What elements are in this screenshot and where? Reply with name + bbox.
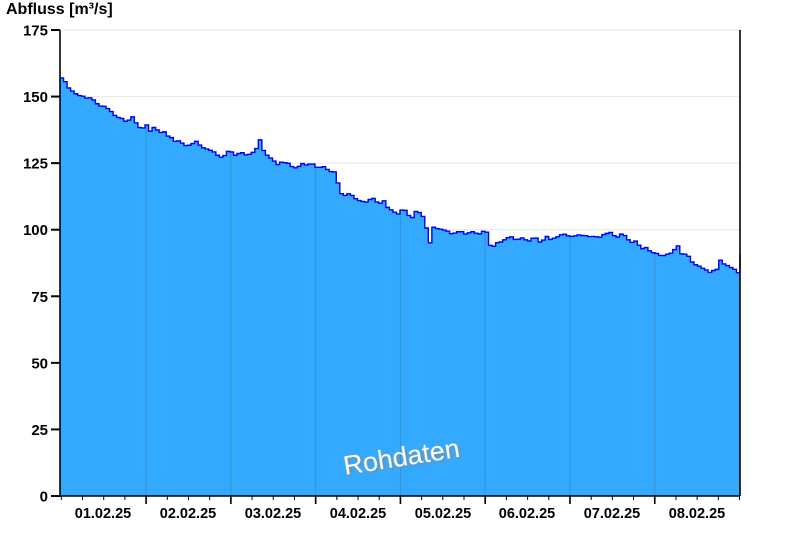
svg-text:175: 175 xyxy=(23,23,48,40)
svg-text:07.02.25: 07.02.25 xyxy=(584,506,640,522)
svg-text:125: 125 xyxy=(23,156,48,173)
svg-text:50: 50 xyxy=(31,355,48,372)
svg-text:75: 75 xyxy=(31,289,48,306)
svg-text:08.02.25: 08.02.25 xyxy=(669,506,725,522)
svg-text:0: 0 xyxy=(40,489,48,506)
svg-text:03.02.25: 03.02.25 xyxy=(245,506,301,522)
svg-text:05.02.25: 05.02.25 xyxy=(415,506,471,522)
svg-text:04.02.25: 04.02.25 xyxy=(330,506,386,522)
svg-text:150: 150 xyxy=(23,89,48,106)
svg-text:06.02.25: 06.02.25 xyxy=(499,506,555,522)
svg-text:01.02.25: 01.02.25 xyxy=(75,506,131,522)
svg-text:02.02.25: 02.02.25 xyxy=(160,506,216,522)
svg-text:100: 100 xyxy=(23,222,48,239)
svg-text:25: 25 xyxy=(31,422,48,439)
